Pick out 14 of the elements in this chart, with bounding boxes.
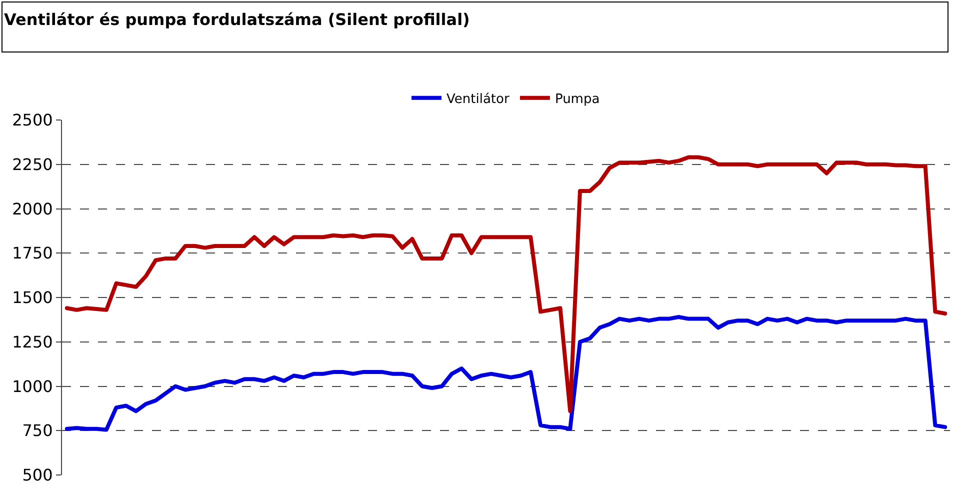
- y-tick-label: 2500: [12, 110, 53, 130]
- y-tick-label: 2000: [12, 199, 53, 218]
- y-tick-label: 1500: [12, 288, 53, 308]
- legend-label: Ventilátor: [446, 92, 510, 107]
- y-tick-label: 500: [22, 466, 53, 485]
- y-tick-label: 1000: [12, 376, 53, 396]
- chart-title: Ventilátor és pumpa fordulatszáma (Silent profillal): [4, 10, 470, 29]
- legend-label: Pumpa: [554, 92, 600, 107]
- y-tick-label: 750: [22, 421, 53, 440]
- y-tick-label: 1250: [12, 332, 53, 352]
- y-tick-label: 1750: [12, 244, 53, 263]
- line-series: [64, 155, 948, 414]
- line-series: [64, 315, 948, 432]
- y-tick-label: 2250: [12, 154, 53, 174]
